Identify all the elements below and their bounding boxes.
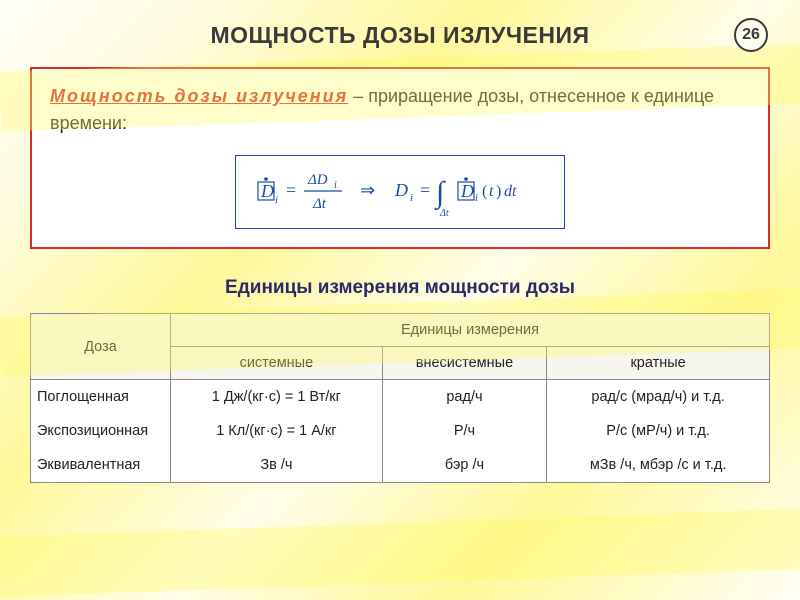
cell-sys: Зв /ч	[171, 448, 383, 483]
svg-text:t: t	[489, 183, 494, 200]
svg-text:D: D	[460, 181, 474, 201]
cell-dose: Поглощенная	[31, 380, 171, 415]
svg-text:(: (	[482, 183, 487, 200]
svg-text:ΔD: ΔD	[307, 172, 328, 188]
svg-text:i: i	[410, 192, 413, 204]
svg-text:): )	[496, 183, 501, 200]
svg-text:Δt: Δt	[439, 208, 449, 218]
svg-text:Δt: Δt	[312, 196, 327, 212]
cell-sys: 1 Кл/(кг·с) = 1 А/кг	[171, 414, 383, 448]
svg-text:D: D	[394, 180, 408, 200]
svg-text:⇒: ⇒	[360, 180, 375, 200]
cell-dose: Эквивалентная	[31, 448, 171, 483]
table-row: Эквивалентная Зв /ч бэр /ч мЗв /ч, мбэр …	[31, 448, 770, 483]
svg-text:dt: dt	[504, 183, 517, 200]
table-row: Поглощенная 1 Дж/(кг·с) = 1 Вт/кг рад/ч …	[31, 380, 770, 415]
table-row: Экспозиционная 1 Кл/(кг·с) = 1 А/кг Р/ч …	[31, 414, 770, 448]
svg-text:D: D	[260, 181, 274, 201]
svg-text:=: =	[286, 180, 296, 200]
cell-dose: Экспозиционная	[31, 414, 171, 448]
cell-sys: 1 Дж/(кг·с) = 1 Вт/кг	[171, 380, 383, 415]
svg-text:i: i	[475, 192, 478, 204]
cell-nonsys: бэр /ч	[382, 448, 546, 483]
cell-nonsys: Р/ч	[382, 414, 546, 448]
cell-nonsys: рад/ч	[382, 380, 546, 415]
page-number-badge: 26	[734, 18, 768, 52]
page-title: МОЩНОСТЬ ДОЗЫ ИЗЛУЧЕНИЯ	[0, 0, 800, 49]
svg-text:i: i	[334, 180, 337, 191]
cell-mult: рад/с (мрад/ч) и т.д.	[547, 380, 770, 415]
svg-text:=: =	[420, 180, 430, 200]
svg-text:i: i	[275, 194, 278, 206]
svg-text:∫: ∫	[434, 176, 446, 211]
cell-mult: Р/с (мР/ч) и т.д.	[547, 414, 770, 448]
cell-mult: мЗв /ч, мбэр /с и т.д.	[547, 448, 770, 483]
formula-box: D i = ΔD i Δt ⇒ D i = ∫ Δt	[235, 155, 565, 229]
formula-svg: D i = ΔD i Δt ⇒ D i = ∫ Δt	[250, 166, 550, 218]
